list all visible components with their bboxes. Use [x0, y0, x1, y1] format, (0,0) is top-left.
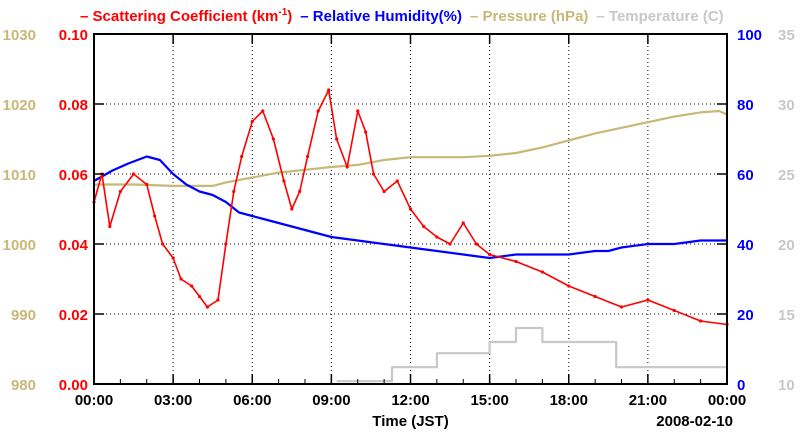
scattering-point: [153, 214, 157, 218]
scattering-point: [108, 224, 112, 229]
grid: [94, 34, 727, 384]
legend-item-3: – Pressure (hPa): [470, 8, 588, 25]
humidity-axis-tick-label: 100: [737, 27, 762, 44]
scattering-point: [282, 179, 286, 183]
scattering-point: [306, 154, 310, 159]
pressure-axis-tick-label: 1010: [3, 167, 36, 184]
scattering-point: [345, 165, 349, 169]
scattering-point: [567, 284, 571, 288]
scattering-point: [250, 119, 254, 124]
temperature-axis-tick-label: 10: [778, 377, 795, 394]
x-tick-label: 00:00: [708, 392, 746, 409]
x-tick-label: 15:00: [470, 392, 508, 409]
scattering-point: [131, 172, 136, 176]
temperature-axis-tick-label: 20: [778, 237, 795, 254]
scattering-axis-tick-label: 0.08: [59, 97, 88, 114]
scattering-point: [593, 294, 597, 299]
legend-item-1: – Scattering Coefficient (km-1): [80, 7, 292, 25]
pressure-axis-tick-label: 1020: [3, 97, 36, 114]
legend-item-4: – Temperature (C): [596, 8, 723, 25]
scattering-point: [474, 242, 479, 246]
scattering-point: [298, 189, 302, 194]
scattering-point: [160, 242, 165, 246]
x-axis-title: Time (JST): [372, 413, 448, 430]
series-layer: [92, 88, 729, 383]
temperature-c-line: [336, 326, 727, 383]
temperature-axis-tick-label: 25: [778, 167, 795, 184]
x-tick-label: 18:00: [550, 392, 588, 409]
pressure-axis-tick-label: 1030: [3, 27, 36, 44]
legend-item-2: – Relative Humidity(%): [300, 8, 462, 25]
scattering-point: [371, 172, 376, 176]
scattering-point: [197, 294, 202, 299]
scattering-point: [118, 189, 122, 194]
scattering-point: [422, 224, 426, 229]
scattering-point: [646, 298, 650, 302]
x-tick-label: 09:00: [312, 392, 350, 409]
scattering-point: [672, 308, 676, 313]
humidity-axis-tick-label: 60: [737, 167, 754, 184]
scattering-point: [316, 109, 320, 113]
humidity-axis-tick-label: 40: [737, 237, 754, 254]
scattering-point: [382, 189, 386, 194]
scattering-point: [514, 259, 518, 264]
scattering-point: [261, 109, 265, 113]
humidity-axis-tick-label: 0: [737, 377, 745, 394]
temperature-axis-tick-label: 30: [778, 97, 795, 114]
scattering-point: [290, 207, 294, 211]
scattering-point: [364, 130, 368, 134]
x-tick-label: 06:00: [233, 392, 271, 409]
scattering-point: [435, 235, 439, 239]
scattering-point: [395, 179, 399, 183]
humidity-axis-tick-label: 20: [737, 307, 754, 324]
scattering-point: [335, 137, 339, 141]
x-tick-label: 00:00: [75, 392, 113, 409]
scattering-point: [619, 305, 624, 309]
scattering-point: [327, 88, 331, 92]
scattering-point: [224, 242, 228, 246]
x-tick-label: 21:00: [629, 392, 667, 409]
scattering-axis-tick-label: 0.10: [59, 27, 88, 44]
scattering-point: [145, 182, 149, 187]
scattering-point: [699, 319, 703, 323]
scattering-axis-tick-label: 0.06: [59, 167, 88, 184]
scattering-point: [205, 305, 210, 309]
scattering-point: [271, 137, 275, 141]
temperature-axis-tick-label: 35: [778, 27, 795, 44]
scattering-point: [488, 252, 492, 257]
scattering-point: [461, 221, 465, 225]
scattering-axis-tick-label: 0.02: [59, 307, 88, 324]
scattering-point: [171, 256, 175, 260]
x-axis: 00:00 03:00 06:00 09:00 12:00 15:00 18:00 21:00…: [75, 34, 746, 409]
x-tick-label: 12:00: [391, 392, 429, 409]
pressure-axis-tick-label: 990: [11, 307, 36, 324]
scattering-point: [356, 109, 360, 113]
scattering-point: [540, 270, 544, 274]
scattering-axis-tick-label: 0.04: [59, 237, 89, 254]
scattering-point: [189, 284, 194, 288]
scattering-point: [179, 277, 183, 281]
y-axes: 98099010001010102010300.000.020.040.060.…: [3, 27, 795, 394]
date-label: 2008-02-10: [656, 413, 733, 430]
scattering-axis-tick-label: 0.00: [59, 377, 88, 394]
temperature-axis-tick-label: 15: [778, 307, 795, 324]
scattering-point: [240, 154, 244, 159]
legend: – Scattering Coefficient (km-1) – Relativ…: [80, 7, 724, 25]
pressure-axis-tick-label: 1000: [3, 237, 36, 254]
scattering-point: [216, 298, 220, 302]
scattering-point: [232, 189, 236, 194]
pressure-hpa-line: [94, 109, 728, 187]
scattering-point: [448, 242, 452, 246]
scattering-point: [408, 207, 413, 211]
x-tick-label: 03:00: [154, 392, 192, 409]
pressure-axis-tick-label: 980: [11, 377, 36, 394]
humidity-axis-tick-label: 80: [737, 97, 754, 114]
relative-humidity-line: [93, 155, 727, 260]
